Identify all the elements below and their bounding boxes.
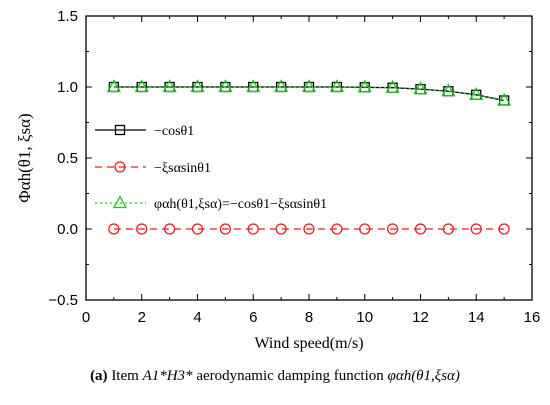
data-point [469,86,484,100]
data-point [106,79,121,93]
legend-label: −ξsαsinθ1 [154,161,211,176]
x-tick-label: 16 [524,309,541,326]
data-point [441,83,456,97]
data-point [497,92,512,106]
data-point [385,79,400,93]
tick-labels: 0 2 4 6 8 10 12 14 16 −0.5 0.0 0.5 1.0 1.5 [48,8,540,326]
data-point [498,223,510,235]
x-tick-label: 12 [412,309,429,326]
data-point [190,79,205,93]
data-point [274,79,289,93]
data-point [303,223,315,235]
legend-marker [114,124,126,136]
data-point [162,79,177,93]
x-tick-label: 8 [305,309,313,326]
data-point [357,79,372,93]
series-layer [106,79,512,235]
data-point [331,223,343,235]
plot-frame [85,15,533,301]
data-point [413,81,428,95]
data-point [108,223,120,235]
legend-item-3: φαh(θ1,ξsα)=−cosθ1−ξsαsinθ1 [95,195,327,212]
data-point [414,223,427,235]
caption-label: (a) [90,368,108,384]
data-point [442,223,455,235]
legend: −cosθ1 −ξsαsinθ1 φαh(θ1,ξsα)=−cosθ1−ξsαsin… [95,124,327,212]
legend-marker [112,195,128,209]
data-point [191,223,204,235]
data-point [218,79,233,93]
x-tick-label: 10 [356,309,373,326]
series-3 [106,79,512,106]
x-axis-label: Wind speed(m/s) [254,335,363,352]
y-axis-label: Φαh(θ1, ξsα) [15,113,34,202]
data-point [219,223,232,235]
data-point [386,223,399,235]
y-tick-label: 1.0 [57,79,78,96]
data-point [134,79,149,93]
legend-label: −cosθ1 [154,124,194,139]
y-tick-label: 0.5 [57,150,78,167]
data-point [359,223,371,235]
data-point [470,223,482,235]
legend-item-1: −cosθ1 [95,124,194,139]
data-point [136,223,148,235]
legend-item-2: −ξsαsinθ1 [95,161,211,176]
x-tick-label: 6 [249,309,257,326]
caption-term: A1*H3* [142,368,193,384]
caption-text-2: aerodynamic damping function [192,368,388,384]
x-tick-label: 4 [193,309,201,326]
data-point [275,223,287,235]
data-point [163,223,176,235]
legend-label: φαh(θ1,ξsα)=−cosθ1−ξsαsinθ1 [154,197,327,212]
data-point [329,79,344,93]
y-tick-label: 0.0 [57,221,78,238]
series-2 [108,223,510,235]
caption-text-1: Item [107,368,143,384]
line-chart: 0 2 4 6 8 10 12 14 16 −0.5 0.0 0.5 1.0 1.5 −cosθ1 −ξsα… [15,8,540,352]
y-tick-label: −0.5 [48,292,78,309]
data-point [246,79,261,93]
data-point [247,223,259,235]
axis-ticks [85,15,533,301]
data-point [301,79,317,93]
x-tick-label: 14 [468,309,485,326]
x-tick-label: 2 [138,309,146,326]
figure-caption: (a) Item A1*H3* aerodynamic damping func… [0,368,550,385]
legend-marker [114,161,126,173]
caption-function: φαh(θ1,ξsα) [387,368,460,384]
y-tick-label: 1.5 [57,8,78,25]
series-line [113,86,505,102]
x-tick-label: 0 [82,309,90,326]
